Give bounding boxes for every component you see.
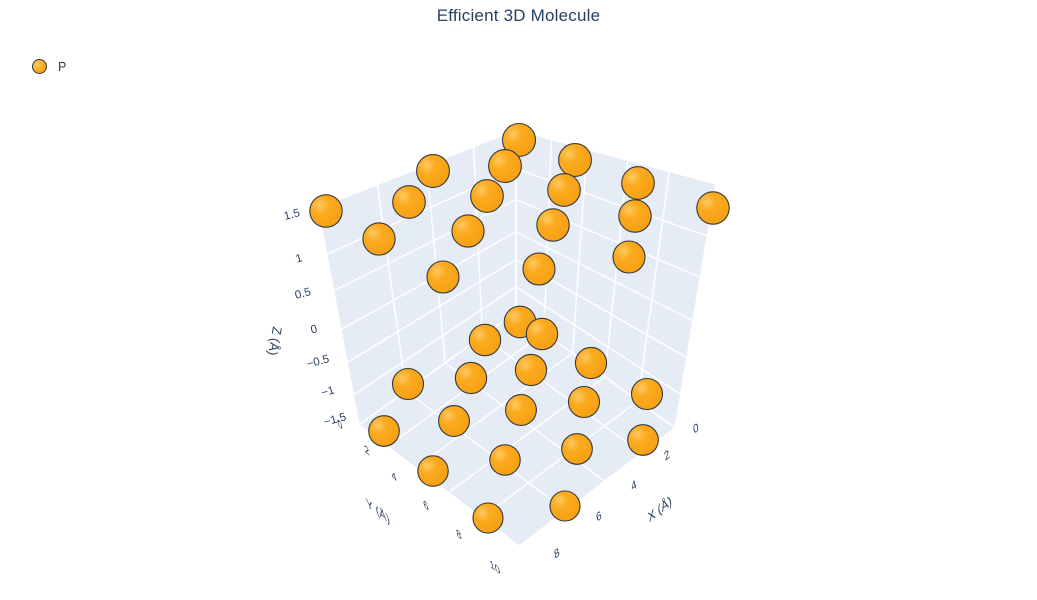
legend-marker-icon: [32, 59, 47, 74]
grid-line: [376, 183, 407, 392]
x-axis-tick-label: 2: [663, 448, 671, 464]
grid-line: [346, 258, 517, 364]
x-axis-tick-label: 8: [553, 546, 561, 562]
atom-marker-P[interactable]: [549, 490, 581, 522]
grid-line: [332, 198, 517, 292]
atom-marker-P[interactable]: [561, 433, 593, 465]
z-axis-tick-label: 0: [309, 323, 318, 336]
grid-line: [674, 183, 717, 429]
z-axis-tick-label: −0.5: [305, 353, 330, 370]
x-axis-title: X (Å): [647, 492, 673, 525]
atom-marker-P[interactable]: [468, 323, 502, 357]
legend-item-P[interactable]: P: [32, 59, 66, 74]
x-axis-tick-label: 6: [595, 509, 603, 525]
atom-marker-P[interactable]: [488, 149, 522, 183]
grid-line: [515, 129, 717, 185]
grid-line: [515, 231, 694, 322]
x-axis-tick-label: 0: [692, 421, 700, 437]
atom-marker-P[interactable]: [426, 260, 460, 294]
grid-line: [571, 148, 588, 354]
y-axis-tick-label: 6: [422, 498, 430, 514]
grid-line: [637, 170, 671, 402]
y-axis-tick-label: 4: [390, 469, 398, 485]
atom-marker-P[interactable]: [309, 194, 343, 228]
atom-marker-P[interactable]: [392, 185, 426, 219]
atom-marker-P[interactable]: [621, 166, 655, 200]
grid-line: [515, 168, 708, 237]
atom-marker-P[interactable]: [470, 179, 504, 213]
z-axis-tick-label: 0.5: [294, 286, 313, 302]
grid-line: [352, 286, 517, 396]
atom-marker-P[interactable]: [438, 405, 470, 437]
atom-marker-P[interactable]: [514, 353, 548, 387]
y-axis-tick-label: 10: [489, 558, 502, 577]
atom-marker-P[interactable]: [558, 143, 592, 177]
legend-label: P: [58, 59, 67, 74]
z-axis-tick-label: 1.5: [283, 207, 302, 223]
atom-marker-P[interactable]: [489, 444, 521, 476]
atom-marker-P[interactable]: [362, 222, 396, 256]
z-axis-tick-label: −1: [320, 385, 336, 400]
atom-marker-P[interactable]: [630, 377, 664, 411]
z-axis-tick-label: −1.5: [322, 411, 347, 428]
x-axis-tick-label: 4: [630, 478, 638, 494]
scene-wall: [318, 130, 516, 425]
grid-line: [604, 159, 629, 378]
atom-marker-P[interactable]: [472, 502, 504, 534]
atom-marker-P[interactable]: [696, 191, 730, 225]
atom-marker-P[interactable]: [451, 214, 485, 248]
atom-marker-P[interactable]: [618, 199, 652, 233]
y-axis-title: Y (Å): [364, 495, 391, 527]
grid-line: [481, 400, 639, 519]
atom-marker-P[interactable]: [574, 346, 608, 380]
atom-marker-P[interactable]: [505, 394, 537, 426]
atom-marker-P[interactable]: [536, 208, 570, 242]
atom-marker-P[interactable]: [612, 240, 646, 274]
atom-marker-P[interactable]: [368, 415, 400, 447]
atom-marker-P[interactable]: [567, 385, 601, 419]
grid-line: [317, 207, 360, 426]
atom-marker-P[interactable]: [522, 252, 556, 286]
y-axis-tick-label: 2: [363, 443, 371, 459]
y-axis-tick-label: 8: [455, 527, 463, 543]
atom-marker-P[interactable]: [525, 317, 559, 351]
atom-marker-P[interactable]: [416, 154, 450, 188]
grid-line: [481, 335, 643, 454]
chart-title: Efficient 3D Molecule: [436, 6, 601, 25]
grid-line: [515, 286, 682, 396]
grid-line: [405, 390, 567, 512]
z-axis-title: Z (Å): [265, 326, 285, 357]
atom-marker-P[interactable]: [391, 367, 425, 401]
z-axis-tick-label: 1: [294, 252, 303, 265]
atom-marker-P[interactable]: [627, 424, 659, 456]
atom-marker-P[interactable]: [417, 455, 449, 487]
y-axis-tick-label: 0: [336, 417, 344, 433]
atom-marker-P[interactable]: [454, 361, 488, 395]
atom-marker-P[interactable]: [547, 173, 581, 207]
